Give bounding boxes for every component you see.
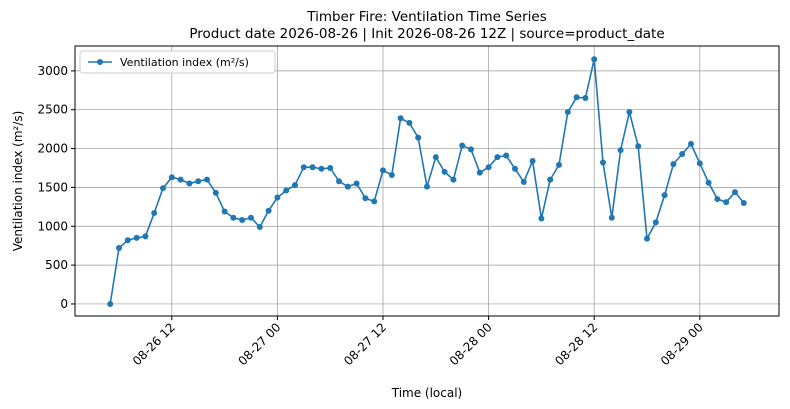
data-point bbox=[353, 180, 360, 187]
y-axis-label: Ventilation index (m²/s) bbox=[11, 111, 25, 252]
y-tick-label: 3000 bbox=[37, 64, 68, 78]
data-point bbox=[327, 164, 334, 171]
data-point bbox=[397, 115, 404, 122]
legend: Ventilation index (m²/s) bbox=[79, 50, 276, 74]
x-axis-label: Time (local) bbox=[391, 386, 463, 400]
plot-frame bbox=[74, 45, 780, 317]
data-point bbox=[459, 142, 466, 149]
data-point bbox=[274, 194, 281, 201]
data-point bbox=[468, 146, 474, 153]
data-point bbox=[705, 179, 712, 186]
data-point bbox=[732, 189, 738, 196]
data-point bbox=[485, 164, 492, 171]
data-point bbox=[547, 176, 554, 183]
x-tick-label: 08-28 12 bbox=[552, 320, 600, 368]
y-tick-label: 2500 bbox=[37, 103, 68, 117]
data-point bbox=[608, 214, 615, 221]
data-point bbox=[221, 208, 228, 215]
data-point bbox=[432, 154, 439, 161]
data-point bbox=[248, 214, 254, 221]
x-tick-label: 08-26 12 bbox=[130, 320, 178, 368]
data-point bbox=[168, 174, 175, 181]
data-point bbox=[714, 196, 721, 203]
data-point bbox=[177, 176, 184, 183]
data-point bbox=[538, 215, 545, 222]
data-point bbox=[424, 183, 430, 190]
data-point bbox=[107, 300, 114, 307]
data-point bbox=[195, 178, 202, 185]
data-point bbox=[309, 164, 316, 171]
data-point bbox=[204, 176, 210, 183]
data-point bbox=[256, 224, 263, 231]
data-point bbox=[239, 217, 246, 224]
chart-title: Timber Fire: Ventilation Time Series bbox=[306, 9, 547, 25]
data-point bbox=[617, 147, 624, 154]
y-tick-label: 1000 bbox=[37, 219, 68, 233]
y-tick-label: 1500 bbox=[37, 180, 68, 194]
data-point bbox=[450, 176, 457, 183]
data-point bbox=[362, 195, 369, 202]
data-point bbox=[679, 151, 686, 157]
data-point bbox=[635, 143, 642, 150]
y-tick-label: 2000 bbox=[37, 142, 68, 156]
data-point bbox=[626, 109, 633, 116]
data-point bbox=[133, 234, 140, 241]
data-point bbox=[556, 161, 562, 168]
data-point bbox=[151, 210, 158, 217]
data-point bbox=[371, 198, 378, 205]
y-tick-label: 500 bbox=[45, 258, 68, 272]
data-point bbox=[441, 168, 448, 175]
data-point bbox=[186, 180, 193, 187]
data-point bbox=[503, 152, 510, 159]
data-point bbox=[344, 183, 351, 190]
data-point bbox=[520, 178, 527, 185]
data-point bbox=[573, 94, 580, 101]
legend-marker bbox=[97, 59, 103, 65]
x-tick-label: 08-27 00 bbox=[235, 320, 283, 368]
data-point bbox=[116, 245, 122, 252]
data-point bbox=[582, 95, 589, 102]
x-tick-label: 08-28 00 bbox=[447, 320, 495, 368]
data-point bbox=[723, 199, 730, 206]
data-point bbox=[494, 154, 501, 161]
data-point bbox=[644, 235, 650, 242]
data-point bbox=[661, 192, 668, 199]
data-point bbox=[696, 160, 703, 167]
data-point bbox=[688, 140, 694, 147]
data-point bbox=[160, 185, 166, 192]
legend-label: Ventilation index (m²/s) bbox=[120, 56, 249, 69]
data-point bbox=[512, 165, 518, 172]
chart-subtitle: Product date 2026-08-26 | Init 2026-08-2… bbox=[189, 26, 664, 42]
data-point bbox=[670, 161, 677, 168]
data-point bbox=[652, 219, 659, 226]
data-point bbox=[388, 171, 395, 178]
data-point bbox=[300, 164, 307, 171]
data-point bbox=[529, 157, 536, 164]
data-point bbox=[600, 159, 606, 166]
data-point bbox=[740, 199, 747, 206]
data-point bbox=[265, 207, 272, 214]
data-point bbox=[212, 189, 219, 196]
legend-box bbox=[79, 50, 276, 74]
data-point bbox=[564, 109, 571, 116]
data-point bbox=[406, 119, 413, 126]
data-point bbox=[292, 182, 298, 189]
data-point bbox=[230, 214, 237, 221]
x-tick-label: 08-27 12 bbox=[341, 320, 389, 368]
data-point bbox=[591, 56, 598, 63]
data-point bbox=[415, 134, 422, 141]
data-point bbox=[124, 237, 131, 244]
data-point bbox=[283, 187, 290, 194]
x-tick-label: 08-29 00 bbox=[658, 320, 706, 368]
data-point bbox=[142, 233, 149, 240]
data-point bbox=[380, 167, 386, 174]
data-point bbox=[476, 169, 483, 176]
y-tick-label: 0 bbox=[60, 297, 68, 311]
data-point bbox=[318, 165, 325, 172]
data-point bbox=[336, 178, 342, 185]
